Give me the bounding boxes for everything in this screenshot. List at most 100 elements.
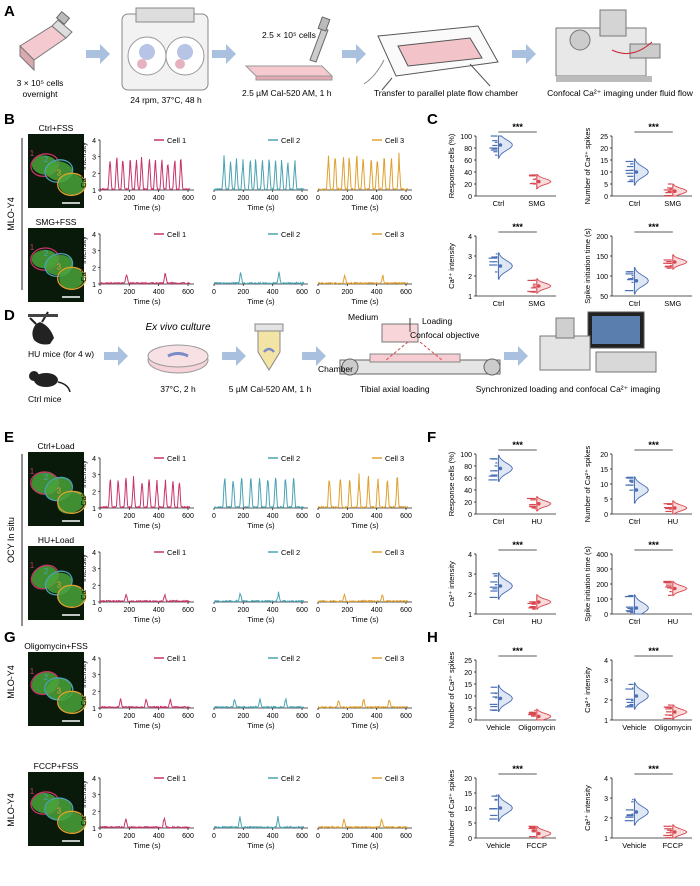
x-axis-label: Time (s) (351, 721, 379, 730)
violin-chart-3: 1 2 3 4 Ca²⁺ intensity *** Ctrl SMG (447, 222, 556, 308)
y-tick-label: 60 (464, 476, 472, 483)
significance-label: *** (648, 222, 659, 232)
slide-illustration (244, 16, 334, 81)
mean-marker (634, 606, 639, 610)
y-tick-label: 2 (92, 171, 96, 178)
mean-marker (673, 830, 677, 834)
x-axis-label: Time (s) (351, 841, 379, 850)
flow-chamber-illustration (363, 25, 499, 91)
x-tick-label: 200 (237, 713, 249, 720)
x-tick-label: 200 (123, 195, 135, 202)
micrograph: 123 (28, 772, 87, 846)
x-tick-label: 400 (371, 289, 383, 296)
x-tick-label: 200 (341, 513, 353, 520)
x-tick-label: 200 (341, 713, 353, 720)
row-title: Oligomycin+FSS (24, 641, 88, 651)
mean-marker (634, 170, 639, 174)
x-tick-label: 200 (237, 513, 249, 520)
cell-outline (57, 810, 87, 834)
y-tick-label: 1 (92, 706, 96, 713)
x-tick-label: 0 (212, 289, 216, 296)
violin-shape (672, 824, 688, 839)
y-tick-label: 1 (92, 506, 96, 513)
y-tick-label: 100 (596, 597, 608, 604)
mean-marker (498, 264, 503, 268)
trace-plot-cell-2: 0 200 400 600 Time (s) Cell 2 (212, 136, 308, 212)
x-tick-label: 200 (341, 195, 353, 202)
panel-letter-e: E (4, 429, 14, 446)
row-title: SMG+FSS (36, 217, 77, 227)
x-tick-label: 200 (237, 607, 249, 614)
row-title: HU+Load (38, 535, 74, 545)
micrograph-cell (57, 586, 87, 607)
y-tick-label: 20 (464, 182, 472, 189)
y-tick-label: 2 (92, 689, 96, 696)
violin-shape (536, 825, 552, 839)
y-tick-label: 200 (596, 582, 608, 589)
cell-outline (57, 584, 87, 608)
y-tick-label: 25 (600, 134, 608, 141)
mean-marker (673, 189, 677, 193)
clinostat-label: 24 rpm, 37°C, 48 h (130, 95, 202, 105)
loading-rig-illustration (339, 318, 501, 376)
x-tick-label: 600 (296, 289, 308, 296)
cell-number-label: 1 (30, 667, 35, 676)
legend-label: Cell 1 (167, 774, 186, 783)
cell-number-label: 3 (57, 262, 62, 271)
violin-shape (672, 500, 688, 515)
loading-label: Loading (422, 316, 453, 326)
micrograph: 123 (28, 134, 87, 208)
y-tick-label: 40 (464, 170, 472, 177)
legend-label: Cell 2 (281, 654, 300, 663)
micrograph-cell (57, 490, 86, 514)
y-tick-label: 0 (468, 718, 472, 725)
trace-plot-cell-2: 0 200 400 600 Time (s) Cell 2 (212, 654, 308, 730)
y-tick-label: 15 (464, 682, 472, 689)
y-tick-label: 4 (92, 232, 96, 239)
x-tick-label: 600 (296, 513, 308, 520)
category-label: Ctrl (493, 617, 505, 626)
y-tick-label: 100 (460, 452, 472, 459)
y-tick-label: 4 (92, 456, 96, 463)
violin-shape (536, 278, 552, 294)
x-tick-label: 600 (182, 607, 194, 614)
trace-plot-cell-2: 0 200 400 600 Time (s) Cell 2 (212, 454, 308, 530)
workflow-arrow-d4 (504, 346, 528, 366)
y-tick-label: 1 (468, 294, 472, 301)
y-axis-label: Response cells (%) (447, 133, 456, 198)
x-axis-label: Time (s) (133, 721, 161, 730)
tube-illustration (254, 323, 284, 371)
trace-plot-cell-1: 1 2 3 4 Ca²⁺ intensity 0 200 400 600 Time (s) Cell… (79, 136, 194, 212)
violin-chart-5: 0 20 40 60 80 100 Response cells (%) *** Ctrl HU (447, 440, 556, 526)
x-tick-label: 200 (341, 289, 353, 296)
y-tick-label: 1 (92, 282, 96, 289)
y-tick-label: 150 (596, 254, 608, 261)
violin-shape (672, 183, 688, 197)
x-tick-label: 400 (153, 195, 165, 202)
medium-label: Medium (348, 312, 378, 322)
ctrl-mouse-icon (29, 371, 71, 393)
mean-marker (537, 600, 541, 604)
y-tick-label: 50 (600, 294, 608, 301)
workflow-arrow-d2 (222, 346, 246, 366)
x-axis-label: Time (s) (133, 521, 161, 530)
y-tick-label: 80 (464, 146, 472, 153)
calcium-trace (317, 592, 409, 604)
x-tick-label: 600 (400, 713, 412, 720)
x-tick-label: 0 (316, 289, 320, 296)
trace-plot-cell-3: 0 200 400 600 Time (s) Cell 3 (316, 230, 412, 306)
x-tick-label: 400 (371, 607, 383, 614)
y-tick-label: 60 (464, 158, 472, 165)
mean-marker (634, 810, 639, 814)
calcium-trace (99, 476, 191, 510)
category-label: FCCP (663, 841, 683, 850)
y-tick-label: 1 (92, 600, 96, 607)
x-tick-label: 400 (267, 713, 279, 720)
x-tick-label: 600 (296, 607, 308, 614)
x-tick-label: 0 (98, 289, 102, 296)
